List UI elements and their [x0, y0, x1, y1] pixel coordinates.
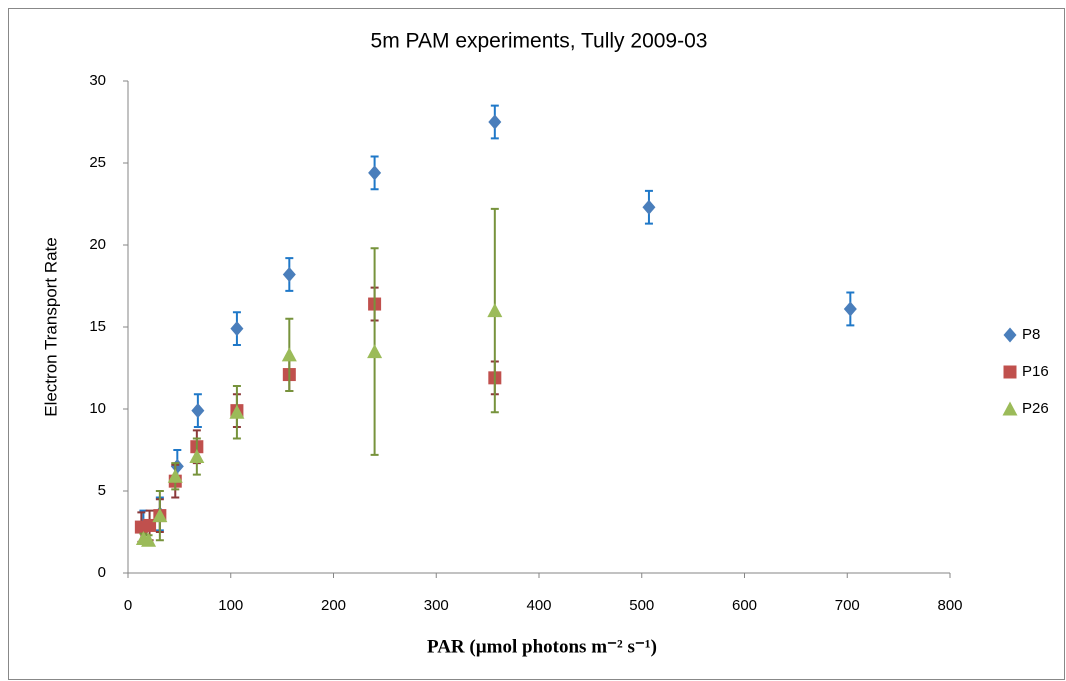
y-tick-label: 5 — [98, 482, 106, 499]
marker — [488, 114, 502, 130]
marker — [368, 165, 382, 181]
x-tick-label: 600 — [732, 597, 757, 614]
x-tick-label: 300 — [424, 597, 449, 614]
marker — [230, 321, 244, 337]
marker — [843, 301, 857, 317]
x-tick-label: 400 — [526, 597, 551, 614]
legend-marker — [1003, 365, 1017, 379]
marker — [281, 347, 297, 362]
y-tick-label: 10 — [89, 400, 106, 417]
x-tick-label: 0 — [124, 597, 132, 614]
y-tick-label: 25 — [89, 154, 106, 171]
legend-marker — [1003, 327, 1017, 343]
marker — [152, 508, 168, 523]
chart-title: 5m PAM experiments, Tully 2009-03 — [371, 30, 708, 53]
legend-marker — [1002, 401, 1018, 416]
x-tick-label: 700 — [835, 597, 860, 614]
marker — [642, 199, 656, 215]
legend-label: P8 — [1022, 326, 1040, 343]
marker — [167, 468, 183, 483]
marker — [141, 532, 157, 547]
marker — [282, 267, 296, 283]
x-tick-label: 100 — [218, 597, 243, 614]
x-tick-label: 800 — [937, 597, 962, 614]
legend-label: P26 — [1022, 400, 1049, 417]
y-tick-label: 30 — [89, 72, 106, 89]
marker — [189, 449, 205, 464]
marker — [487, 303, 503, 318]
x-tick-label: 200 — [321, 597, 346, 614]
y-axis-label: Electron Transport Rate — [41, 237, 60, 417]
y-tick-label: 20 — [89, 236, 106, 253]
marker — [229, 404, 245, 419]
marker — [191, 403, 205, 419]
marker — [143, 518, 157, 532]
chart-frame — [8, 8, 1065, 680]
y-tick-label: 0 — [98, 564, 106, 581]
x-tick-label: 500 — [629, 597, 654, 614]
x-axis-label: PAR (µmol photons m⁻² s⁻¹) — [427, 636, 657, 657]
marker — [367, 344, 383, 359]
legend-label: P16 — [1022, 363, 1049, 380]
y-tick-label: 15 — [89, 318, 106, 335]
